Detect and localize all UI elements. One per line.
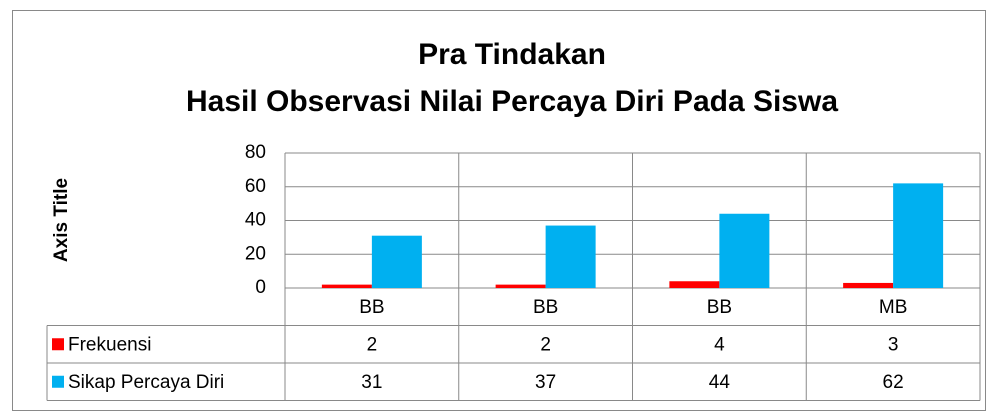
chart-title: Pra Tindakan	[418, 38, 606, 71]
chart-subtitle: Hasil Observasi Nilai Percaya Diri Pada …	[186, 85, 838, 118]
legend-label: Frekuensi	[68, 334, 151, 355]
table-value: 37	[535, 372, 556, 393]
bar	[371, 235, 422, 288]
table-value: 44	[709, 372, 731, 393]
x-tick-label: BB	[533, 297, 558, 318]
table-value: 62	[883, 372, 904, 393]
table-value: 2	[367, 334, 378, 355]
bar	[669, 281, 720, 288]
table-value: 4	[714, 334, 725, 355]
y-tick-label: 40	[245, 210, 266, 231]
legend-key	[52, 375, 64, 388]
bar	[321, 284, 372, 288]
bar	[719, 213, 770, 288]
x-tick-label: MB	[879, 297, 908, 318]
table-value: 3	[888, 334, 899, 355]
bar	[843, 282, 894, 288]
table-value: 2	[540, 334, 551, 355]
chart-border	[12, 10, 986, 411]
y-tick-label: 0	[255, 277, 266, 298]
bar	[545, 225, 596, 288]
x-tick-label: BB	[359, 297, 384, 318]
y-tick-label: 20	[245, 243, 266, 264]
y-tick-label: 60	[245, 176, 266, 197]
legend-key	[52, 338, 64, 351]
table-value: 31	[361, 372, 382, 393]
bar	[495, 284, 546, 288]
bar	[893, 183, 944, 288]
x-tick-label: BB	[707, 297, 732, 318]
legend-label: Sikap Percaya Diri	[68, 372, 224, 393]
y-tick-label: 80	[245, 142, 266, 163]
y-axis-title: Axis Title	[51, 178, 72, 262]
